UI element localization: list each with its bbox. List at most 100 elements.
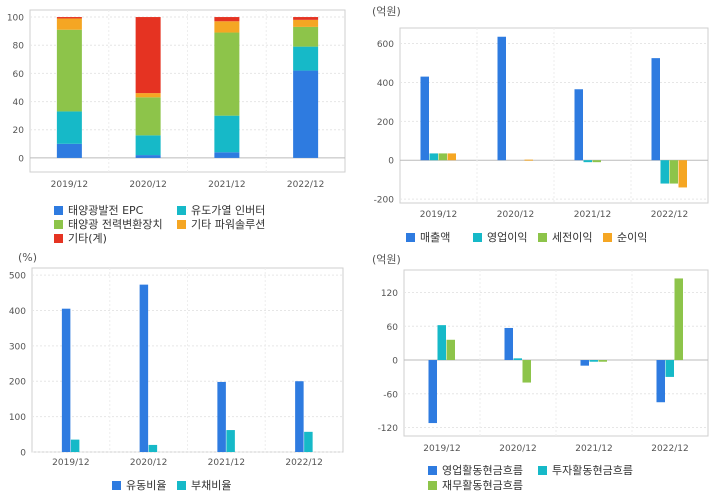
- bar[interactable]: [678, 160, 688, 188]
- x-tick-label: 2021/12: [208, 458, 245, 468]
- bar-segment[interactable]: [56, 143, 82, 158]
- legend-label: 기타(계): [68, 232, 107, 245]
- bar-segment[interactable]: [214, 21, 240, 33]
- bar[interactable]: [428, 360, 438, 424]
- bar-segment[interactable]: [214, 152, 240, 158]
- bar-segment[interactable]: [293, 70, 319, 158]
- legend-income: 매출액 영업이익 세전이익 순이익: [360, 0, 720, 248]
- legend-item-current-ratio[interactable]: 유동비율: [112, 477, 166, 493]
- bar[interactable]: [660, 160, 670, 184]
- bar[interactable]: [598, 360, 608, 362]
- legend-item-debt-ratio[interactable]: 부채비율: [177, 477, 231, 493]
- x-tick-label: 2021/12: [574, 210, 611, 220]
- bar-segment[interactable]: [135, 135, 161, 156]
- chart-panel-ratios: (%) 0 100 200 300 400 500 2019/12 2020/12 2021/1…: [0, 248, 360, 496]
- bar-segment[interactable]: [214, 115, 240, 153]
- bar[interactable]: [438, 153, 448, 161]
- x-tick-label: 2022/12: [651, 210, 688, 220]
- bar-segment[interactable]: [135, 93, 161, 98]
- bar[interactable]: [580, 360, 590, 366]
- bar[interactable]: [589, 360, 599, 362]
- bar-segment[interactable]: [293, 19, 319, 27]
- bar[interactable]: [446, 339, 456, 361]
- legend-label: 부채비율: [191, 479, 232, 492]
- legend-label: 세전이익: [552, 231, 593, 244]
- legend-item-operating-cf[interactable]: 영업활동현금흐름: [428, 462, 523, 478]
- bar-segment[interactable]: [135, 17, 161, 94]
- y-tick-label: 40: [13, 98, 25, 108]
- x-tick-label: 2022/12: [287, 180, 324, 190]
- legend-swatch: [603, 232, 612, 242]
- y-tick-label: -200: [374, 196, 395, 206]
- legend-label: 태양광발전 EPC: [68, 204, 144, 217]
- legend-item-operating-income[interactable]: 영업이익: [473, 229, 527, 245]
- bar-segment[interactable]: [214, 32, 240, 116]
- bar[interactable]: [61, 308, 71, 452]
- bar[interactable]: [447, 153, 457, 161]
- bar-segment[interactable]: [293, 17, 319, 20]
- legend-swatch: [406, 232, 415, 242]
- bar[interactable]: [651, 58, 661, 161]
- legend-swatch: [177, 219, 186, 229]
- y-tick-label: 20: [13, 126, 25, 136]
- chart-panel-cashflow: (억원) -120 -60 0 60 120 2019/12 2020/12 2021/12 2…: [360, 248, 720, 496]
- legend-swatch: [54, 205, 63, 215]
- bar-segment[interactable]: [56, 29, 82, 112]
- bar[interactable]: [592, 160, 602, 163]
- bar[interactable]: [497, 36, 507, 161]
- bar[interactable]: [656, 360, 666, 403]
- bar[interactable]: [574, 89, 584, 161]
- legend-item-investing-cf[interactable]: 투자활동현금흐름: [538, 462, 633, 478]
- bar-segment[interactable]: [56, 18, 82, 30]
- bar-segment[interactable]: [56, 17, 82, 19]
- bar[interactable]: [148, 444, 158, 452]
- bar[interactable]: [304, 431, 313, 452]
- bar[interactable]: [513, 358, 523, 361]
- legend-item-net-income[interactable]: 순이익: [603, 229, 647, 245]
- bar-segment[interactable]: [135, 155, 161, 158]
- bar[interactable]: [674, 278, 684, 361]
- bar-segment[interactable]: [56, 111, 82, 144]
- y-tick-label: 0: [18, 154, 24, 164]
- bar[interactable]: [429, 153, 439, 161]
- bar[interactable]: [522, 360, 532, 383]
- bar[interactable]: [139, 284, 149, 452]
- legend-ratios: 유동비율 부채비율: [0, 248, 360, 496]
- legend-item-other-total[interactable]: 기타(계): [54, 230, 107, 246]
- legend-label: 기타 파워솔루션: [191, 218, 266, 231]
- legend-item-solar-inverter[interactable]: 태양광 전력변환장치: [54, 216, 163, 232]
- legend-item-financing-cf[interactable]: 재무활동현금흐름: [428, 477, 523, 493]
- bar-segment[interactable]: [293, 46, 319, 71]
- chart-income: -200 0 200 400 600 2019/12 2020/12 2021/12 2022/…: [374, 27, 709, 220]
- y-tick-label: 200: [377, 118, 394, 128]
- bar[interactable]: [295, 381, 304, 452]
- bar[interactable]: [504, 327, 514, 361]
- unit-label: (억원): [372, 5, 401, 18]
- x-tick-label: 2019/12: [423, 444, 460, 454]
- bar[interactable]: [665, 360, 675, 377]
- chart-ratios: 0 100 200 300 400 500 2019/12 2020/12 2021/12 202…: [9, 267, 344, 468]
- legend-label: 유도가열 인버터: [191, 204, 266, 217]
- legend-label: 영업활동현금흐름: [442, 464, 523, 477]
- legend-swatch: [54, 219, 63, 229]
- bar[interactable]: [669, 160, 679, 184]
- legend-item-other-power[interactable]: 기타 파워솔루션: [177, 216, 265, 232]
- y-tick-label: 500: [9, 272, 26, 282]
- bar[interactable]: [583, 160, 593, 163]
- bar[interactable]: [437, 325, 447, 361]
- bar[interactable]: [217, 381, 226, 452]
- legend-item-induction-inverter[interactable]: 유도가열 인버터: [177, 202, 265, 218]
- bar-segment[interactable]: [135, 97, 161, 136]
- y-tick-label: 400: [9, 307, 26, 317]
- bar[interactable]: [70, 439, 80, 452]
- legend-item-solar-epc[interactable]: 태양광발전 EPC: [54, 202, 143, 218]
- bar[interactable]: [226, 430, 235, 452]
- bar-segment[interactable]: [293, 26, 319, 47]
- bar[interactable]: [524, 159, 534, 161]
- legend-item-pretax-income[interactable]: 세전이익: [538, 229, 592, 245]
- chart-panel-revenue-mix: 0 20 40 60 80 100 2019/12 2020/12 2021/12 2022/12…: [0, 0, 360, 248]
- bar-segment[interactable]: [214, 17, 240, 22]
- y-tick-label: 80: [13, 42, 25, 52]
- bar[interactable]: [420, 76, 430, 161]
- legend-item-sales[interactable]: 매출액: [406, 229, 450, 245]
